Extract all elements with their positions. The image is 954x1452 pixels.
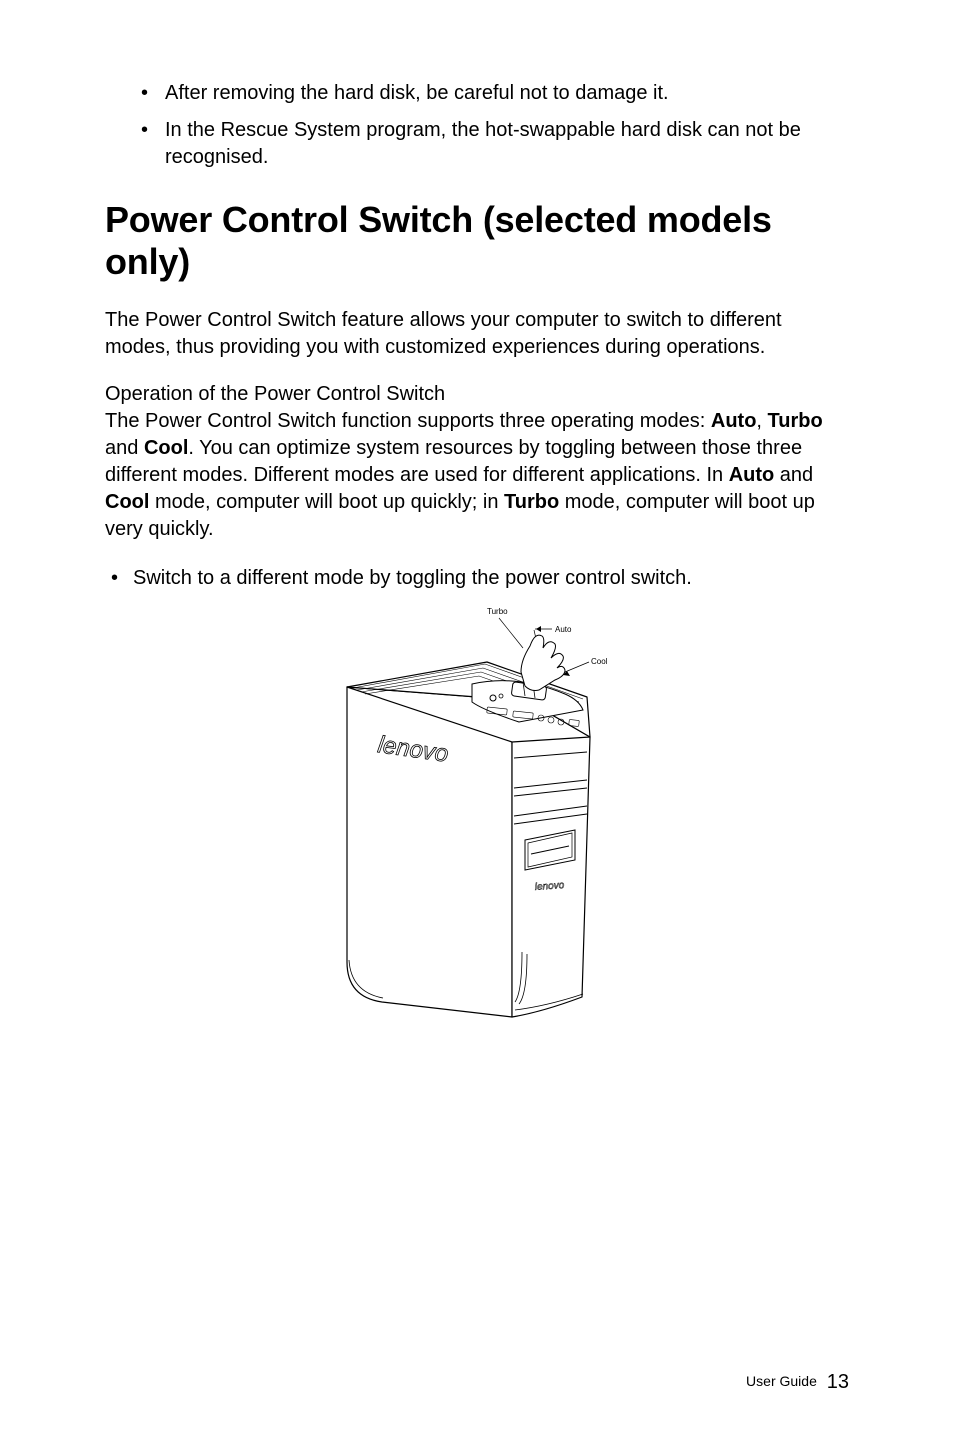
mode-auto2: Auto [729,464,775,486]
mode-cool: Cool [144,437,188,459]
text-run: mode, computer will boot up quickly; in [149,491,504,513]
mode-cool2: Cool [105,491,149,513]
page-number: 13 [827,1371,849,1393]
computer-tower-figure: Turbo Auto Cool [287,602,667,1027]
bullet-item: After removing the hard disk, be careful… [165,80,849,107]
footer-label: User Guide [746,1373,817,1389]
switch-bullet: Switch to a different mode by toggling t… [133,565,849,592]
intro-paragraph: The Power Control Switch feature allows … [105,307,849,361]
mode-auto: Auto [711,410,757,432]
text-run: and [105,437,144,459]
section-heading: Power Control Switch (selected models on… [105,199,849,283]
switch-bullet-list: Switch to a different mode by toggling t… [105,565,849,592]
text-run: . You can optimize system resources by t… [105,437,802,486]
mode-turbo: Turbo [768,410,823,432]
subheading: Operation of the Power Control Switch [105,383,849,406]
text-run: and [774,464,813,486]
page: After removing the hard disk, be careful… [0,0,954,1452]
computer-tower-svg: Turbo Auto Cool [287,602,667,1022]
top-bullet-list: After removing the hard disk, be careful… [105,80,849,171]
text-run: The Power Control Switch function suppor… [105,410,711,432]
figure-wrapper: Turbo Auto Cool [105,602,849,1027]
subheading-text: Operation of the Power Control Switch [105,383,445,405]
page-footer: User Guide 13 [746,1369,849,1392]
label-turbo: Turbo [487,607,508,616]
bullet-item: In the Rescue System program, the hot-sw… [165,117,849,171]
brand-lenovo-drive: lenovo [534,880,565,893]
label-auto: Auto [555,625,572,634]
label-cool: Cool [591,657,608,666]
text-run: , [756,410,767,432]
modes-paragraph: The Power Control Switch function suppor… [105,408,849,543]
mode-turbo2: Turbo [504,491,559,513]
